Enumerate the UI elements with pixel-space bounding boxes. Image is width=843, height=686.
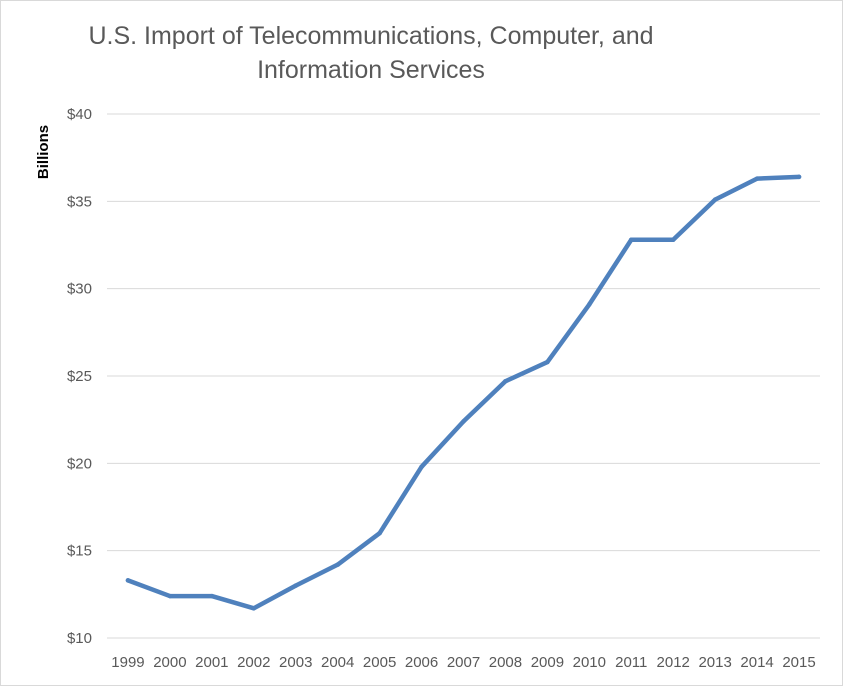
- y-tick-label: $40: [67, 106, 92, 123]
- series-line: [125, 174, 802, 611]
- x-tick-label: 2003: [279, 654, 312, 671]
- data-point: [461, 419, 466, 424]
- x-tick-label: 2001: [195, 654, 228, 671]
- y-tick-label: $10: [67, 630, 92, 647]
- data-point: [587, 302, 592, 307]
- gridlines: [107, 113, 820, 639]
- x-tick-label: 2007: [447, 654, 480, 671]
- x-tick-label: 2011: [615, 654, 647, 671]
- x-tick-label: 1999: [111, 654, 144, 671]
- x-tick-label: 2004: [321, 654, 354, 671]
- y-tick-label: $30: [67, 281, 92, 298]
- data-point: [503, 378, 508, 384]
- data-point: [377, 530, 382, 536]
- x-tick-label: 2000: [153, 654, 186, 671]
- y-tick-label: $15: [67, 543, 92, 560]
- data-point: [712, 197, 718, 202]
- data-point: [754, 176, 760, 181]
- x-tick-label: 2010: [573, 654, 606, 671]
- data-point: [209, 593, 215, 599]
- data-point: [629, 237, 634, 243]
- y-axis-tick-labels: $10 $15 $20 $25 $30 $35 $40: [67, 106, 92, 647]
- data-point: [419, 464, 424, 470]
- data-point: [125, 578, 131, 583]
- data-point: [796, 174, 802, 180]
- data-point: [335, 562, 340, 567]
- y-tick-label: $25: [67, 368, 92, 385]
- data-point: [545, 359, 550, 365]
- y-axis-title: Billions: [35, 125, 52, 179]
- y-tick-label: $20: [67, 455, 92, 472]
- data-point: [251, 606, 257, 611]
- data-point: [167, 593, 173, 599]
- chart-title: U.S. Import of Telecommunications, Compu…: [88, 22, 654, 84]
- y-tick-label: $35: [67, 193, 92, 210]
- x-tick-label: 2005: [363, 654, 396, 671]
- x-tick-label: 2008: [489, 654, 522, 671]
- series-layer: [125, 174, 802, 611]
- x-axis-tick-labels: 1999 2000 2001 2002 2003 2004 2005 2006 2007 2008…: [111, 654, 815, 671]
- x-tick-label: 2006: [405, 654, 438, 671]
- data-point: [670, 237, 676, 243]
- data-point: [293, 583, 298, 588]
- x-tick-label: 2013: [698, 654, 731, 671]
- x-tick-label: 2009: [531, 654, 564, 671]
- x-tick-label: 2014: [740, 654, 773, 671]
- x-tick-label: 2012: [657, 654, 690, 671]
- x-tick-label: 2002: [237, 654, 270, 671]
- x-tick-label: 2015: [782, 654, 815, 671]
